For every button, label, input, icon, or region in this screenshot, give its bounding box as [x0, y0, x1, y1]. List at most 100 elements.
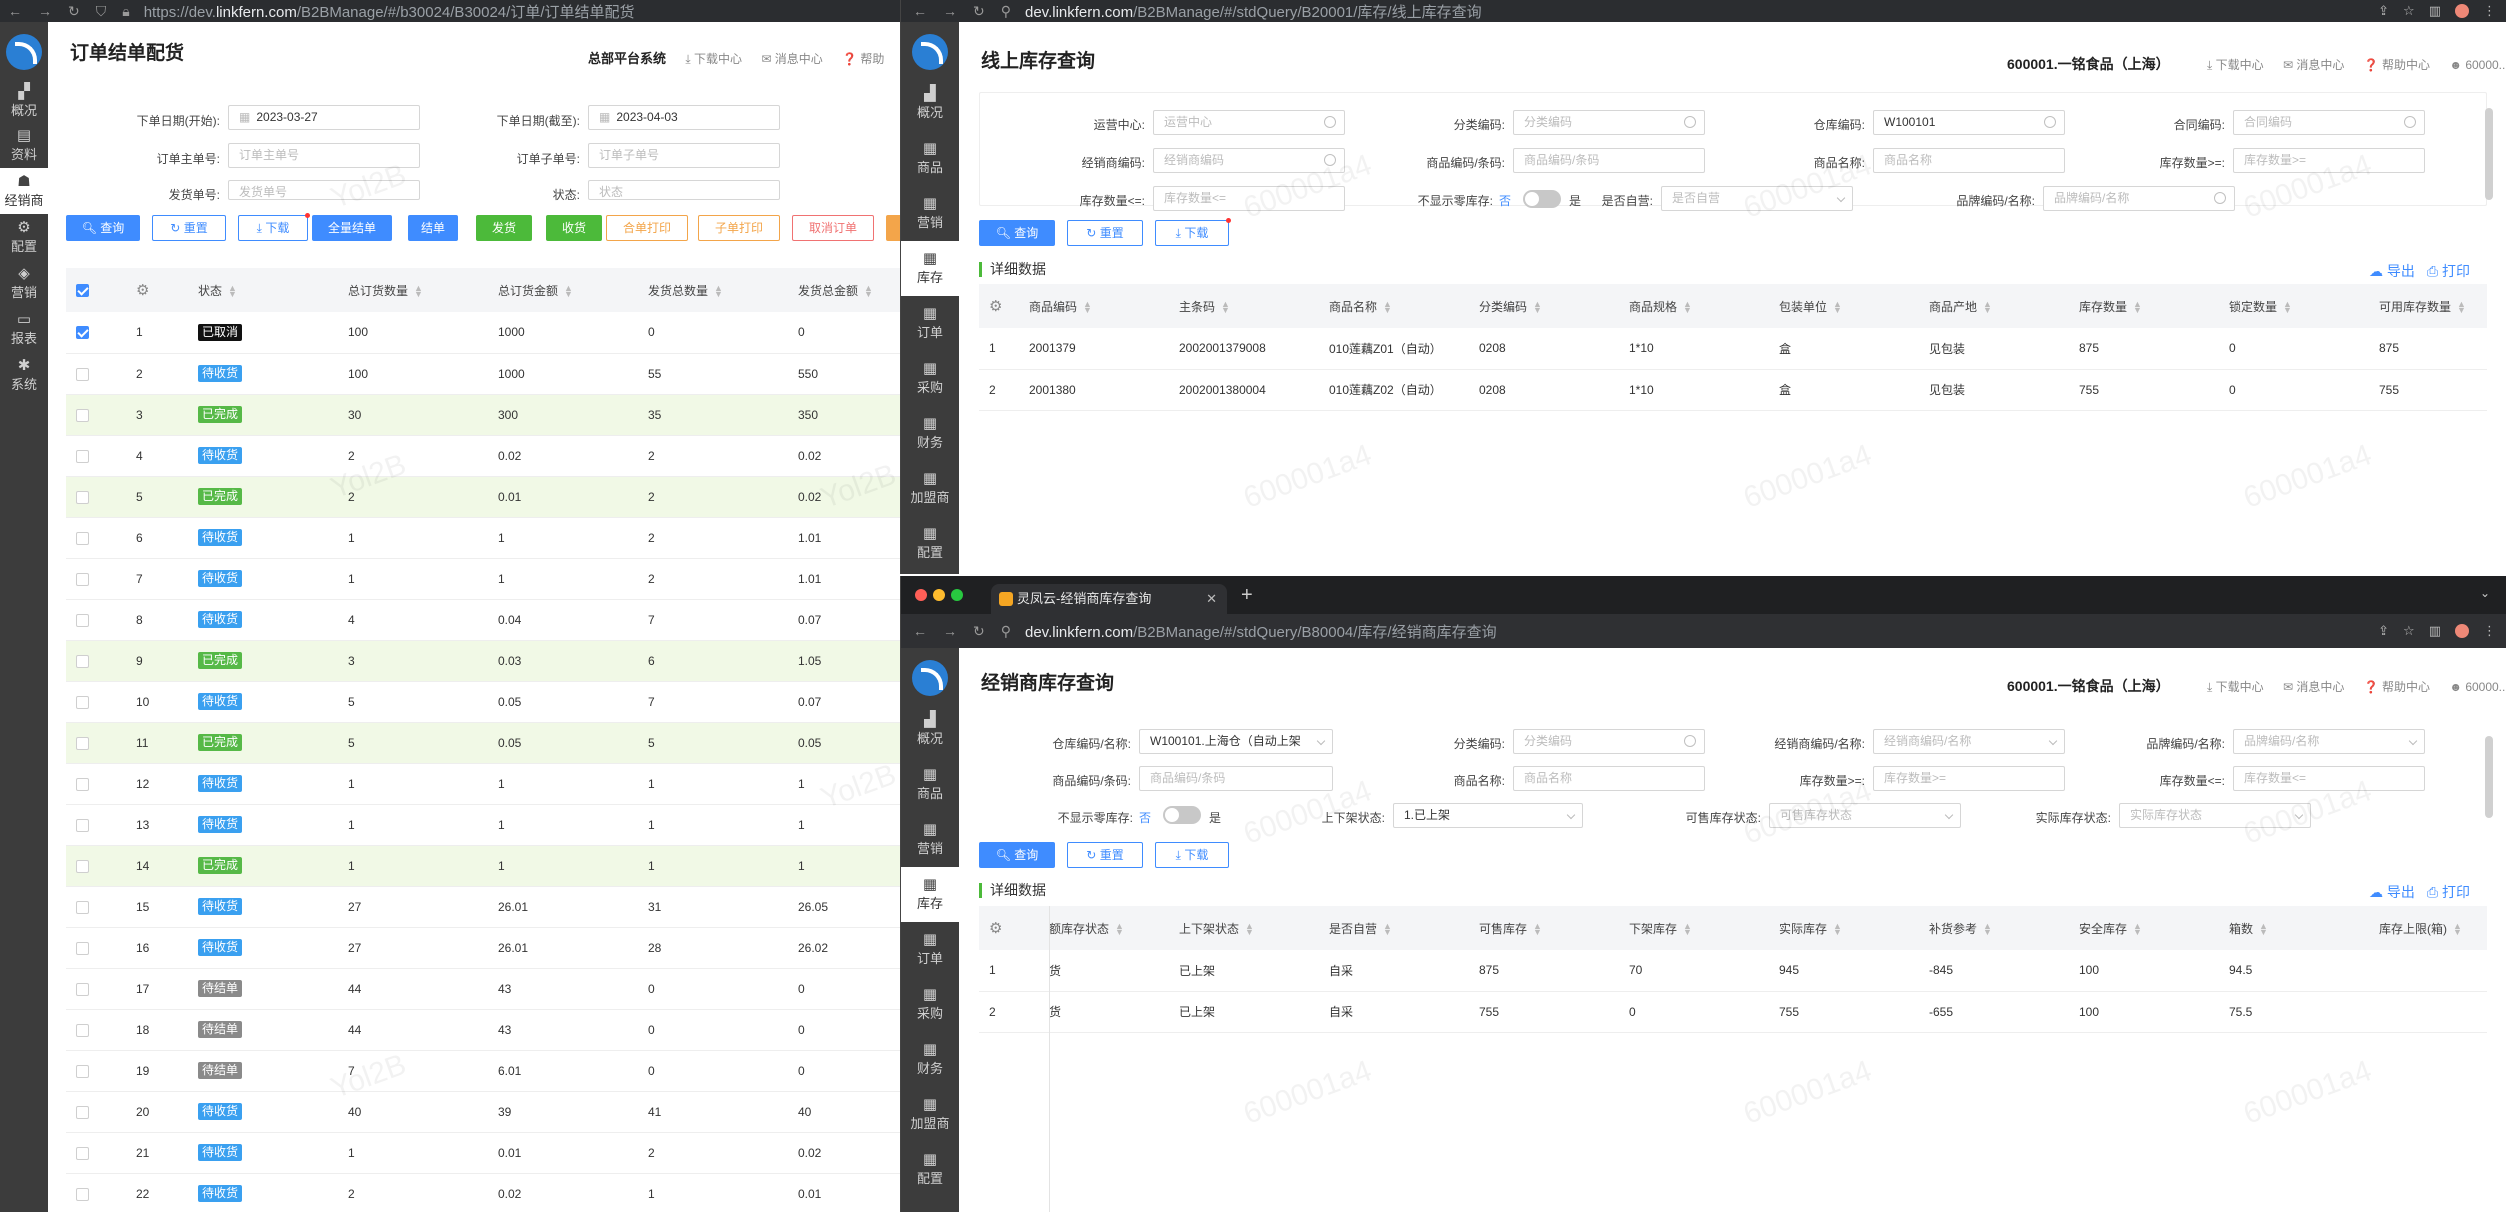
column-header[interactable]: 库存上限(箱) ▲ ▼	[2379, 906, 2487, 950]
sidebar-item[interactable]: ▦ 采购	[901, 977, 959, 1032]
column-header[interactable]: 主条码 ▲ ▼	[1179, 284, 1329, 328]
col-ship-qty[interactable]: 发货总数量 ▲ ▼	[648, 268, 798, 312]
user-menu[interactable]: ☻ 60000...	[2449, 58, 2506, 72]
sidebar-item[interactable]: ▦ 商品	[901, 757, 959, 812]
sidebar-item-report[interactable]: ▭ 报表	[0, 306, 48, 352]
forward-icon[interactable]: →	[38, 3, 52, 19]
message-center-link[interactable]: ✉ 消息中心	[2282, 680, 2345, 694]
ship-no-input[interactable]: 发货单号	[228, 180, 420, 200]
sort-icon[interactable]: ▲ ▼	[2259, 921, 2268, 938]
help-link[interactable]: ❓ 帮助中心	[2363, 680, 2430, 694]
col-ship-amount[interactable]: 发货总金额 ▲ ▼	[798, 268, 900, 312]
sort-icon[interactable]: ▲ ▼	[1083, 299, 1092, 316]
row-checkbox[interactable]	[76, 531, 89, 545]
row-checkbox[interactable]	[76, 1064, 89, 1078]
column-header[interactable]: 商品名称 ▲ ▼	[1329, 284, 1479, 328]
zero-stock-no[interactable]: 否	[1139, 811, 1152, 825]
column-header[interactable]: 库存数量 ▲ ▼	[2079, 284, 2229, 328]
reset-button[interactable]: ↻ 重置	[1067, 220, 1143, 246]
sidebar-item-overview[interactable]: ▞ 概况	[0, 76, 48, 122]
table-row[interactable]: 21 待收货 1 0.01 2 0.02	[66, 1132, 900, 1174]
sort-icon[interactable]: ▲ ▼	[1383, 299, 1392, 316]
select-all-checkbox[interactable]	[76, 284, 89, 298]
column-header[interactable]: 下架库存 ▲ ▼	[1629, 906, 1779, 950]
row-checkbox-cell[interactable]	[66, 517, 136, 559]
column-header[interactable]: 箱数 ▲ ▼	[2229, 906, 2379, 950]
print-button[interactable]: ⎙ 打印	[2426, 884, 2470, 900]
row-checkbox[interactable]	[76, 490, 89, 504]
sidebar-item[interactable]: ▦ 营销	[901, 186, 959, 241]
reload-icon[interactable]: ↻	[68, 2, 80, 19]
filter-input[interactable]: 商品编码/条码	[1513, 148, 1705, 173]
row-checkbox-cell[interactable]	[66, 1009, 136, 1051]
row-checkbox-cell[interactable]	[66, 886, 136, 928]
share-icon[interactable]: ⇪	[2378, 3, 2390, 18]
filter-input[interactable]: 库存数量<=	[1153, 186, 1345, 211]
sidebar-item[interactable]: ▦ 采购	[901, 351, 959, 406]
message-center-link[interactable]: ✉ 消息中心	[2282, 58, 2345, 72]
gear-icon[interactable]: ⚙	[989, 920, 1003, 937]
sort-icon[interactable]: ▲ ▼	[1983, 299, 1992, 316]
row-checkbox[interactable]	[76, 941, 89, 955]
search-icon[interactable]	[1684, 116, 1696, 128]
filter-input[interactable]: 是否自营	[1661, 186, 1853, 211]
filter-input[interactable]: 分类编码	[1513, 729, 1705, 754]
search-icon[interactable]	[1324, 116, 1336, 128]
row-checkbox[interactable]	[76, 326, 89, 340]
filter-input[interactable]: 库存数量<=	[2233, 766, 2425, 791]
column-header[interactable]: 包装单位 ▲ ▼	[1779, 284, 1929, 328]
sub-print-button[interactable]: 子单打印	[698, 215, 780, 241]
row-checkbox-cell[interactable]	[66, 1173, 136, 1212]
download-center-link[interactable]: ⤓ 下载中心	[2206, 58, 2264, 72]
table-row[interactable]: 1 货已上架 自采 875 70 945 -845 100 94.5	[979, 950, 2487, 992]
forward-icon[interactable]: →	[943, 3, 957, 19]
row-checkbox-cell[interactable]	[66, 394, 136, 436]
help-link[interactable]: ❓ 帮助	[842, 52, 885, 66]
sidebar-item-dealer[interactable]: ☗ 经销商	[0, 168, 48, 214]
sidebar-item[interactable]: ▦ 配置	[901, 1142, 959, 1197]
sidebar-item[interactable]: ▦ 订单	[901, 296, 959, 351]
table-row[interactable]: 18 待结单 44 43 0 0	[66, 1009, 900, 1051]
table-row[interactable]: 2 2001380 2002001380004 010莲藕Z02（自动） 0208 1*1…	[979, 369, 2487, 411]
sub-order-input[interactable]: 订单子单号	[588, 143, 780, 168]
sidebar-item-data[interactable]: ▤ 资料	[0, 122, 48, 168]
filter-input[interactable]: 经销商编码	[1153, 148, 1345, 173]
sidebar-item[interactable]: ▦ 加盟商	[901, 461, 959, 516]
column-header[interactable]: 上下架状态 ▲ ▼	[1179, 906, 1329, 950]
filter-input[interactable]: 经销商编码/名称	[1873, 729, 2065, 754]
zero-stock-yes[interactable]: 是	[1209, 811, 1222, 825]
sidebar-item[interactable]: ▦ 库存	[901, 241, 959, 296]
zero-stock-toggle[interactable]	[1523, 190, 1561, 208]
table-row[interactable]: 2 待收货 100 1000 55 550	[66, 353, 900, 395]
cancel-order-button[interactable]: 取消订单	[792, 215, 874, 241]
sort-icon[interactable]: ▲ ▼	[1221, 299, 1230, 316]
merge-print-button[interactable]: 合单打印	[606, 215, 688, 241]
reload-icon[interactable]: ↻	[973, 2, 985, 19]
window-controls[interactable]	[915, 589, 969, 604]
main-order-input[interactable]: 订单主单号	[228, 143, 420, 168]
forward-icon[interactable]: →	[943, 623, 957, 639]
row-checkbox-cell[interactable]	[66, 845, 136, 887]
col-order-amount[interactable]: 总订货金额 ▲ ▼	[498, 268, 648, 312]
table-row[interactable]: 11 已完成 5 0.05 5 0.05	[66, 722, 900, 764]
row-checkbox-cell[interactable]	[66, 1050, 136, 1092]
table-row[interactable]: 13 待收货 1 1 1 1	[66, 804, 900, 846]
sort-icon[interactable]: ▲ ▼	[414, 283, 423, 300]
row-checkbox[interactable]	[76, 1187, 89, 1201]
sort-icon[interactable]: ▲ ▼	[1833, 921, 1842, 938]
sidebar-item-config[interactable]: ⚙ 配置	[0, 214, 48, 260]
print-button[interactable]: ⎙ 打印	[2426, 263, 2470, 279]
sidebar-item[interactable]: ▦ 财务	[901, 1032, 959, 1087]
query-button[interactable]: 🔍︎ 查询	[979, 220, 1055, 246]
table-row[interactable]: 2 货已上架 自采 755 0 755 -655 100 75.5	[979, 991, 2487, 1033]
table-row[interactable]: 5 已完成 2 0.01 2 0.02	[66, 476, 900, 518]
select-all-cell[interactable]	[66, 268, 136, 312]
chevron-down-icon[interactable]	[1836, 193, 1846, 203]
table-row[interactable]: 10 待收货 5 0.05 7 0.07	[66, 681, 900, 723]
row-checkbox-cell[interactable]	[66, 312, 136, 354]
sort-icon[interactable]: ▲ ▼	[1983, 921, 1992, 938]
site-info-icon[interactable]: ⚲	[1000, 622, 1011, 639]
download-button[interactable]: ⤓ 下载	[1155, 218, 1231, 246]
sidebar-item-marketing[interactable]: ◈ 营销	[0, 260, 48, 306]
ship-button[interactable]: 发货	[476, 215, 532, 241]
